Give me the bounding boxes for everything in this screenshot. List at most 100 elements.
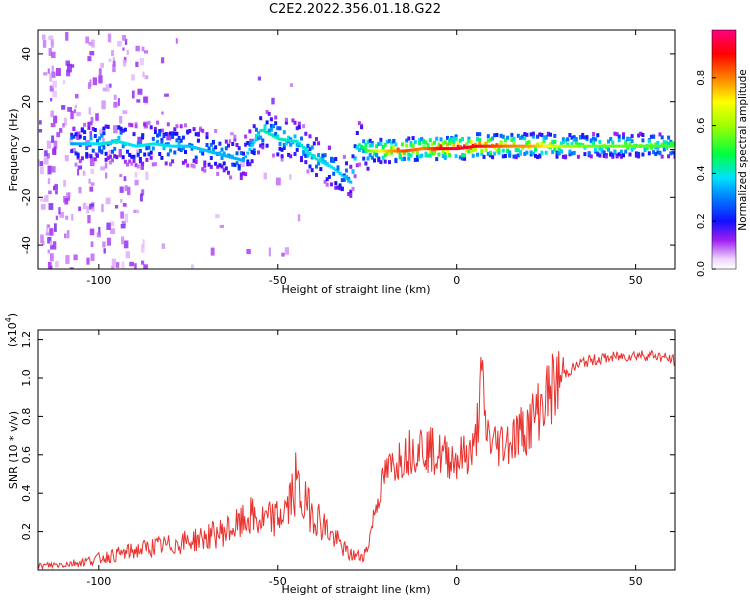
heatmap-cell [214, 145, 218, 150]
heatmap-cell [400, 150, 404, 155]
heatmap-noise-cell [63, 117, 67, 126]
heatmap-ridge-cell [353, 157, 357, 161]
heatmap-cell [491, 155, 495, 160]
bottom-y-tick-label: 0.2 [20, 523, 33, 541]
heatmap-ridge-cell [158, 143, 162, 147]
heatmap-ridge-cell [321, 160, 325, 164]
heatmap-noise-cell [276, 177, 281, 186]
heatmap-cell [362, 139, 366, 144]
heatmap-ridge-cell [220, 153, 224, 157]
heatmap-cell [531, 151, 535, 156]
heatmap-ridge-cell [362, 146, 366, 150]
heatmap-cell [538, 132, 542, 137]
heatmap-cell [388, 139, 391, 144]
heatmap-cell [98, 136, 102, 141]
heatmap-noise-cell [135, 45, 140, 52]
heatmap-cell [203, 163, 207, 168]
heatmap-ridge-cell [153, 142, 157, 146]
heatmap-ridge-cell [519, 144, 522, 148]
bottom-x-axis-label: Height of straight line (km) [281, 583, 430, 596]
heatmap-cell [671, 142, 675, 147]
heatmap-cell [327, 174, 331, 179]
heatmap-noise-cell [47, 178, 51, 185]
heatmap-noise-cell [105, 197, 111, 205]
heatmap-cell [456, 141, 460, 146]
heatmap-ridge-cell [235, 157, 239, 161]
heatmap-cell [649, 134, 653, 139]
heatmap-cell [113, 154, 117, 159]
heatmap-cell [345, 174, 348, 179]
heatmap-ridge-cell [514, 144, 518, 148]
heatmap-cell [143, 152, 147, 157]
heatmap-cell [89, 154, 93, 159]
heatmap-cell [246, 162, 250, 167]
heatmap-cell [561, 140, 565, 144]
heatmap-cell [173, 150, 177, 155]
heatmap-cell [465, 148, 469, 153]
heatmap-cell [409, 153, 413, 158]
heatmap-cell [544, 135, 548, 140]
heatmap-cell [394, 142, 398, 147]
heatmap-noise-cell [91, 207, 95, 212]
heatmap-noise-cell [289, 174, 292, 180]
heatmap-noise-cell [131, 90, 135, 99]
heatmap-ridge-cell [151, 142, 155, 146]
heatmap-ridge-cell [630, 144, 634, 148]
heatmap-ridge-cell [396, 149, 400, 153]
heatmap-cell [269, 123, 273, 128]
heatmap-cell [370, 143, 374, 148]
heatmap-noise-cell [74, 104, 77, 109]
heatmap-cell [276, 152, 280, 157]
heatmap-cell [499, 140, 503, 145]
heatmap-cell [179, 138, 183, 143]
heatmap-cell [175, 124, 179, 129]
heatmap-cell [319, 156, 323, 161]
heatmap-ridge-cell [147, 143, 151, 146]
heatmap-cell [222, 151, 226, 156]
heatmap-noise-cell [77, 165, 82, 170]
heatmap-ridge-cell [450, 147, 454, 151]
heatmap-cell [375, 144, 379, 149]
heatmap-cell [227, 170, 230, 175]
heatmap-ridge-cell [96, 142, 99, 146]
heatmap-cell [572, 150, 576, 155]
heatmap-ridge-cell [525, 144, 529, 148]
heatmap-cell [149, 150, 153, 155]
heatmap-cell [158, 129, 162, 133]
heatmap-cell [373, 158, 376, 163]
heatmap-cell [272, 153, 275, 158]
heatmap-noise-cell [246, 249, 251, 255]
heatmap-cell [295, 126, 299, 131]
heatmap-cell [480, 151, 484, 156]
heatmap-noise-cell [69, 138, 73, 144]
heatmap-cell [117, 125, 121, 130]
heatmap-ridge-cell [169, 144, 172, 148]
heatmap-cell [488, 150, 492, 155]
heatmap-cell [366, 166, 370, 171]
heatmap-cell [74, 132, 78, 137]
heatmap-ridge-cell [482, 144, 486, 148]
heatmap-cell [667, 154, 671, 159]
bottom-y-axis-label: SNR (10 * v/v) [7, 411, 20, 489]
heatmap-ridge-cell [242, 159, 245, 163]
heatmap-ridge-cell [98, 142, 102, 146]
heatmap-cell [536, 134, 540, 139]
heatmap-cell [173, 127, 177, 132]
heatmap-noise-cell [71, 64, 75, 68]
heatmap-cell [454, 154, 458, 159]
heatmap-cell [201, 167, 205, 172]
heatmap-ridge-cell [254, 136, 258, 140]
heatmap-ridge-cell [568, 144, 572, 148]
heatmap-cell [338, 183, 342, 188]
heatmap-cell [205, 143, 209, 147]
heatmap-noise-cell [78, 206, 81, 212]
heatmap-cell [446, 142, 449, 147]
heatmap-noise-cell [82, 202, 87, 210]
heatmap-ridge-cell [160, 143, 164, 147]
heatmap-cell [486, 138, 490, 143]
heatmap-cell [428, 149, 432, 154]
heatmap-cell [252, 151, 256, 156]
heatmap-noise-cell [85, 36, 89, 44]
heatmap-ridge-cell [190, 145, 194, 149]
heatmap-cell [523, 151, 527, 156]
